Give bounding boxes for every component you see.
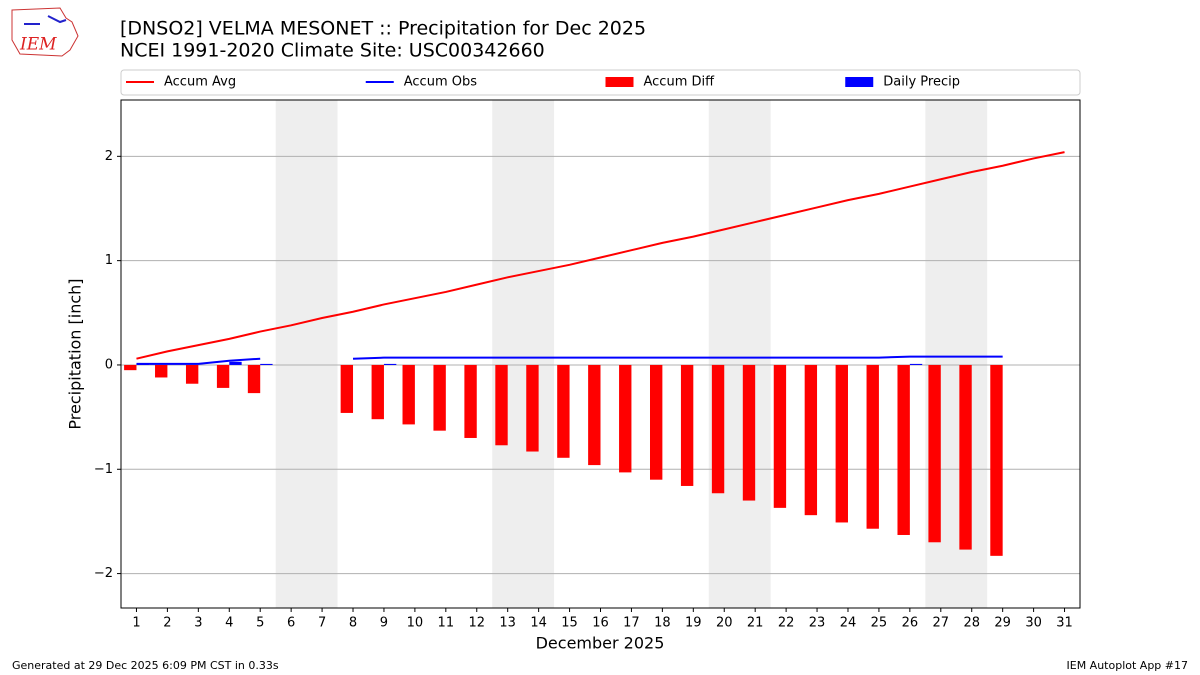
legend-box: [120, 69, 1081, 96]
bar: [711, 364, 725, 494]
line: [136, 355, 1003, 365]
x-tick-label: 2: [163, 616, 171, 631]
legend-label: Daily Precip: [883, 75, 960, 90]
weekend-shade: [275, 100, 338, 608]
y-axis-label: Precipitation [inch]: [66, 278, 85, 429]
bar: [464, 364, 477, 438]
weekend-shade: [492, 100, 555, 608]
x-tick-label: 20: [716, 616, 733, 631]
x-tick-label: 24: [840, 616, 857, 631]
logo-text: IEM: [19, 35, 57, 55]
x-tick-label: 1: [132, 616, 140, 631]
bar: [680, 364, 694, 486]
bar: [928, 364, 941, 543]
x-tick-label: 12: [468, 616, 485, 631]
x-tick-label: 9: [380, 616, 388, 631]
x-tick-label: 17: [623, 616, 640, 631]
x-tick-label: 10: [407, 616, 424, 631]
x-tick-label: 13: [499, 616, 516, 631]
x-tick-label: 14: [530, 616, 547, 631]
x-tick-label: 6: [287, 616, 295, 631]
legend-label: Accum Avg: [164, 75, 236, 90]
x-tick-label: 4: [225, 616, 233, 631]
footer-left: Generated at 29 Dec 2025 6:09 PM CST in …: [12, 659, 279, 672]
logo: IEM: [11, 7, 79, 57]
x-tick-label: 19: [685, 616, 702, 631]
legend-label: Accum Obs: [404, 75, 477, 90]
x-tick-label: 23: [809, 616, 826, 631]
x-tick-label: 31: [1056, 616, 1073, 631]
bar: [526, 364, 539, 452]
x-tick-label: 28: [963, 616, 980, 631]
bar: [433, 364, 446, 431]
x-tick-label: 30: [1025, 616, 1042, 631]
legend-handle: [845, 77, 874, 87]
x-tick-label: 18: [654, 616, 671, 631]
bar: [155, 364, 168, 378]
x-tick-label: 29: [994, 616, 1011, 631]
plot-frame: [120, 99, 1081, 609]
line: [136, 151, 1065, 360]
x-tick-label: 22: [778, 616, 795, 631]
x-axis-label: December 2025: [536, 634, 665, 653]
bar: [383, 363, 397, 365]
bar: [990, 364, 1003, 556]
x-tick-label: 25: [871, 616, 888, 631]
bar: [588, 364, 601, 466]
x-tick-label: 26: [902, 616, 919, 631]
bar: [835, 364, 848, 523]
logo-outline: [11, 7, 79, 57]
chart-title: [DNSO2] VELMA MESONET :: Precipitation f…: [120, 18, 646, 40]
chart-subtitle: NCEI 1991-2020 Climate Site: USC00342660: [120, 40, 545, 62]
legend-handle: [605, 77, 634, 87]
bar: [909, 363, 923, 365]
bar: [260, 363, 273, 365]
bar: [495, 364, 508, 446]
bar: [185, 364, 199, 384]
plot-area: [121, 100, 1080, 608]
bar: [124, 364, 137, 371]
bar: [340, 364, 354, 413]
bar: [773, 364, 787, 508]
x-tick-label: 7: [318, 616, 326, 631]
logo-icon: [24, 15, 67, 25]
bar: [216, 364, 230, 388]
bar: [742, 364, 756, 501]
legend-label: Accum Diff: [644, 75, 716, 90]
x-tick-label: 16: [592, 616, 609, 631]
y-tick-label: −2: [94, 566, 113, 581]
x-tick-label: 11: [438, 616, 455, 631]
bar: [229, 361, 242, 365]
bar: [804, 364, 818, 516]
bar: [619, 364, 632, 473]
bar: [866, 364, 879, 529]
x-tick-label: 27: [933, 616, 950, 631]
footer-right: IEM Autoplot App #17: [1067, 659, 1189, 672]
bar: [897, 364, 910, 535]
weekend-shade: [708, 100, 771, 608]
bar: [371, 364, 384, 420]
x-tick-label: 3: [194, 616, 202, 631]
x-tick-label: 21: [747, 616, 764, 631]
y-tick-label: −1: [94, 462, 113, 477]
bar: [649, 364, 663, 480]
x-tick-label: 15: [561, 616, 578, 631]
x-tick-label: 5: [256, 616, 264, 631]
bar: [247, 364, 261, 394]
bar: [557, 364, 570, 458]
bar: [402, 364, 415, 425]
y-tick-label: 0: [105, 357, 113, 372]
x-tick-label: 8: [349, 616, 357, 631]
y-tick-label: 1: [105, 253, 113, 268]
bar: [959, 364, 972, 550]
y-tick-label: 2: [105, 149, 113, 164]
